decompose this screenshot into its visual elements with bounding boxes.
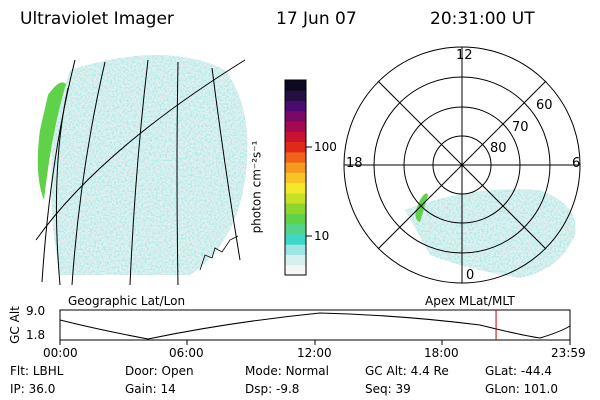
geographic-caption: Geographic Lat/Lon: [68, 294, 186, 308]
colorbar-stripe: [285, 121, 306, 132]
status-gain: Gain: 14: [125, 382, 176, 396]
mlt-label-12: 12: [456, 48, 473, 63]
aurora-spot: [415, 193, 428, 222]
colorbar-stripe: [285, 223, 306, 235]
mlt-label-18: 18: [346, 156, 363, 171]
time-tick-1200: 12:00: [297, 346, 332, 360]
colorbar-stripe: [285, 233, 306, 245]
status-seq: Seq: 39: [365, 382, 411, 396]
instrument-title: Ultraviolet Imager: [20, 9, 174, 29]
colorbar-stripe: [285, 80, 306, 91]
altitude-tick-low: 1.8: [26, 328, 46, 342]
status-ip: IP: 36.0: [10, 382, 56, 396]
altitude-curve: [59, 312, 571, 340]
lat-label-80: 80: [490, 141, 507, 156]
colorbar-stripe: [285, 131, 306, 143]
colorbar-stripe: [285, 213, 306, 225]
time-tick-0000: 00:00: [43, 346, 78, 360]
map-grid-lines: [35, 59, 246, 286]
colorbar: [284, 79, 312, 276]
mlt-label-0: 0: [466, 268, 475, 283]
status-mode: Mode: Normal: [245, 364, 329, 378]
colorbar-unit-label: photon cm⁻²s⁻¹: [249, 140, 264, 234]
status-glat: GLat: -44.4: [485, 364, 552, 378]
geographic-image: [35, 55, 248, 286]
time-tick-2359: 23:59: [551, 346, 586, 360]
status-glon: GLon: 101.0: [485, 382, 558, 396]
colorbar-stripe: [285, 192, 306, 204]
colorbar-stripe: [285, 203, 306, 214]
colorbar-tick-100: 100: [314, 140, 337, 154]
time-tick-1800: 18:00: [424, 346, 459, 360]
colorbar-stripe: [285, 264, 306, 276]
status-filter: Flt: LBHL: [10, 364, 64, 378]
colorbar-stripe: [285, 182, 306, 194]
altitude-axis-label: GC Alt: [7, 306, 22, 344]
status-door: Door: Open: [125, 364, 194, 378]
mlt-label-6: 6: [572, 156, 581, 171]
colorbar-stripe: [285, 141, 306, 153]
colorbar-stripe: [285, 110, 306, 122]
altitude-plot-frame: [59, 309, 571, 341]
altitude-tick-high: 9.0: [26, 304, 46, 318]
colorbar-stripe: [285, 100, 306, 112]
altitude-panel: [59, 309, 571, 345]
lat-label-70: 70: [512, 120, 529, 135]
time-tick-0600: 06:00: [169, 346, 204, 360]
aurora-emission-band: [37, 82, 66, 200]
coastline: [199, 235, 239, 271]
colorbar-stripe: [285, 172, 306, 184]
status-gc-alt: GC Alt: 4.4 Re: [365, 364, 449, 378]
polar-plot: [343, 46, 581, 284]
colorbar-stripe: [285, 162, 306, 173]
colorbar-stripe: [285, 90, 306, 102]
status-dsp: Dsp: -9.8: [245, 382, 300, 396]
colorbar-stripe: [285, 151, 306, 163]
colorbar-stripe: [285, 254, 306, 266]
time-label: 20:31:00 UT: [430, 9, 535, 29]
date-label: 17 Jun 07: [276, 9, 357, 29]
colorbar-stripe: [285, 244, 306, 255]
colorbar-tick-10: 10: [314, 229, 330, 243]
apex-caption: Apex MLat/MLT: [425, 294, 515, 308]
lat-label-60: 60: [536, 98, 553, 113]
